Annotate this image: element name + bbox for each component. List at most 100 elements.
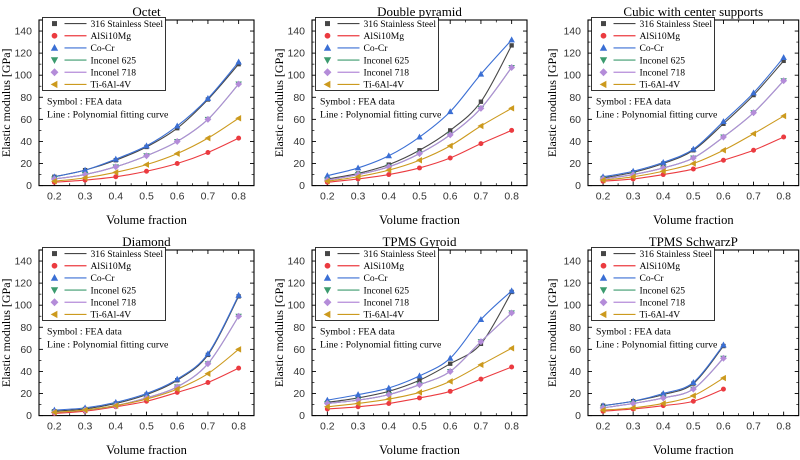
svg-text:316 Stainless Steel: 316 Stainless Steel bbox=[91, 249, 164, 260]
svg-text:40: 40 bbox=[293, 366, 305, 378]
svg-text:Ti-6Al-4V: Ti-6Al-4V bbox=[364, 80, 405, 91]
svg-text:TPMS SchwarzP: TPMS SchwarzP bbox=[649, 234, 738, 249]
svg-text:Inconel 625: Inconel 625 bbox=[91, 285, 137, 296]
svg-text:0.8: 0.8 bbox=[776, 421, 791, 433]
svg-text:Inconel 625: Inconel 625 bbox=[640, 55, 686, 66]
svg-text:80: 80 bbox=[569, 92, 581, 104]
svg-text:100: 100 bbox=[287, 70, 305, 82]
svg-text:Volume fraction: Volume fraction bbox=[106, 443, 187, 457]
svg-text:100: 100 bbox=[563, 70, 581, 82]
svg-text:0: 0 bbox=[575, 410, 581, 422]
svg-text:0.8: 0.8 bbox=[504, 191, 519, 203]
svg-text:0: 0 bbox=[26, 180, 32, 192]
svg-text:AlSi10Mg: AlSi10Mg bbox=[640, 261, 681, 272]
svg-text:100: 100 bbox=[14, 70, 32, 82]
svg-text:120: 120 bbox=[287, 48, 305, 60]
svg-text:120: 120 bbox=[287, 278, 305, 290]
svg-text:80: 80 bbox=[293, 322, 305, 334]
svg-text:Line : Polynomial fitting curv: Line : Polynomial fitting curve bbox=[320, 340, 442, 351]
svg-text:Co-Cr: Co-Cr bbox=[640, 273, 665, 284]
svg-text:0.5: 0.5 bbox=[412, 191, 427, 203]
svg-text:0.7: 0.7 bbox=[746, 421, 761, 433]
svg-text:0.4: 0.4 bbox=[656, 191, 671, 203]
svg-text:0.5: 0.5 bbox=[139, 191, 154, 203]
svg-text:Symbol : FEA data: Symbol : FEA data bbox=[320, 97, 395, 108]
svg-text:Line : Polynomial fitting curv: Line : Polynomial fitting curve bbox=[320, 110, 442, 121]
svg-text:Inconel 625: Inconel 625 bbox=[364, 55, 410, 66]
svg-text:0: 0 bbox=[299, 410, 305, 422]
svg-text:Inconel 718: Inconel 718 bbox=[91, 298, 137, 309]
svg-text:0.3: 0.3 bbox=[78, 191, 93, 203]
svg-text:20: 20 bbox=[20, 388, 32, 400]
svg-text:Symbol : FEA data: Symbol : FEA data bbox=[47, 97, 122, 108]
svg-text:316 Stainless Steel: 316 Stainless Steel bbox=[364, 19, 437, 30]
svg-text:Inconel 718: Inconel 718 bbox=[640, 68, 686, 79]
svg-text:20: 20 bbox=[293, 158, 305, 170]
svg-text:0.2: 0.2 bbox=[320, 421, 335, 433]
svg-text:40: 40 bbox=[20, 366, 32, 378]
svg-text:0.2: 0.2 bbox=[596, 421, 611, 433]
svg-text:80: 80 bbox=[569, 322, 581, 334]
svg-text:Volume fraction: Volume fraction bbox=[653, 213, 734, 227]
svg-text:AlSi10Mg: AlSi10Mg bbox=[640, 31, 681, 42]
svg-text:60: 60 bbox=[569, 344, 581, 356]
svg-text:0.3: 0.3 bbox=[78, 421, 93, 433]
svg-text:Co-Cr: Co-Cr bbox=[364, 273, 389, 284]
svg-text:Ti-6Al-4V: Ti-6Al-4V bbox=[91, 310, 132, 321]
svg-text:Inconel 625: Inconel 625 bbox=[91, 55, 137, 66]
svg-text:0.7: 0.7 bbox=[474, 191, 489, 203]
svg-text:60: 60 bbox=[293, 114, 305, 126]
svg-text:Symbol : FEA data: Symbol : FEA data bbox=[320, 327, 395, 338]
svg-text:0.6: 0.6 bbox=[443, 191, 458, 203]
svg-text:Co-Cr: Co-Cr bbox=[91, 43, 116, 54]
svg-text:AlSi10Mg: AlSi10Mg bbox=[91, 31, 132, 42]
svg-text:Line : Polynomial fitting curv: Line : Polynomial fitting curve bbox=[47, 110, 169, 121]
svg-text:0.2: 0.2 bbox=[596, 191, 611, 203]
svg-text:Symbol : FEA data: Symbol : FEA data bbox=[47, 327, 122, 338]
svg-text:TPMS Gyroid: TPMS Gyroid bbox=[382, 234, 457, 249]
svg-text:80: 80 bbox=[20, 92, 32, 104]
svg-text:140: 140 bbox=[287, 26, 305, 38]
svg-text:Octet: Octet bbox=[132, 4, 161, 19]
svg-text:0.7: 0.7 bbox=[201, 191, 216, 203]
svg-text:Elastic modulus [GPa]: Elastic modulus [GPa] bbox=[0, 278, 13, 387]
svg-text:Inconel 718: Inconel 718 bbox=[364, 68, 410, 79]
svg-text:120: 120 bbox=[14, 278, 32, 290]
svg-text:AlSi10Mg: AlSi10Mg bbox=[91, 261, 132, 272]
svg-text:Symbol : FEA data: Symbol : FEA data bbox=[596, 327, 671, 338]
svg-text:Volume fraction: Volume fraction bbox=[653, 443, 734, 457]
svg-text:140: 140 bbox=[14, 26, 32, 38]
svg-text:Ti-6Al-4V: Ti-6Al-4V bbox=[91, 80, 132, 91]
svg-text:Cubic with center supports: Cubic with center supports bbox=[623, 4, 763, 19]
svg-text:Elastic modulus [GPa]: Elastic modulus [GPa] bbox=[546, 278, 559, 387]
svg-text:Volume fraction: Volume fraction bbox=[379, 443, 460, 457]
svg-text:Double pyramid: Double pyramid bbox=[377, 4, 462, 19]
svg-text:140: 140 bbox=[287, 256, 305, 268]
svg-text:Volume fraction: Volume fraction bbox=[106, 213, 187, 227]
svg-text:40: 40 bbox=[569, 136, 581, 148]
svg-text:316 Stainless Steel: 316 Stainless Steel bbox=[91, 19, 164, 30]
svg-text:Elastic modulus [GPa]: Elastic modulus [GPa] bbox=[546, 48, 559, 157]
svg-text:0: 0 bbox=[26, 410, 32, 422]
svg-text:316 Stainless Steel: 316 Stainless Steel bbox=[364, 249, 437, 260]
svg-text:0.7: 0.7 bbox=[474, 421, 489, 433]
svg-text:0.6: 0.6 bbox=[443, 421, 458, 433]
svg-text:0.8: 0.8 bbox=[504, 421, 519, 433]
svg-text:40: 40 bbox=[569, 366, 581, 378]
svg-text:0.3: 0.3 bbox=[626, 191, 641, 203]
svg-text:140: 140 bbox=[14, 256, 32, 268]
svg-text:Co-Cr: Co-Cr bbox=[91, 273, 116, 284]
svg-text:0.6: 0.6 bbox=[170, 191, 185, 203]
svg-text:Inconel 718: Inconel 718 bbox=[640, 298, 686, 309]
svg-text:0.2: 0.2 bbox=[47, 191, 62, 203]
svg-text:Inconel 718: Inconel 718 bbox=[364, 298, 410, 309]
svg-text:0.5: 0.5 bbox=[412, 421, 427, 433]
svg-text:Co-Cr: Co-Cr bbox=[364, 43, 389, 54]
svg-text:Co-Cr: Co-Cr bbox=[640, 43, 665, 54]
svg-text:0.4: 0.4 bbox=[381, 421, 396, 433]
svg-text:0.2: 0.2 bbox=[320, 191, 335, 203]
svg-text:80: 80 bbox=[20, 322, 32, 334]
svg-text:Ti-6Al-4V: Ti-6Al-4V bbox=[640, 80, 681, 91]
svg-text:0.8: 0.8 bbox=[231, 421, 246, 433]
svg-text:0.5: 0.5 bbox=[686, 191, 701, 203]
